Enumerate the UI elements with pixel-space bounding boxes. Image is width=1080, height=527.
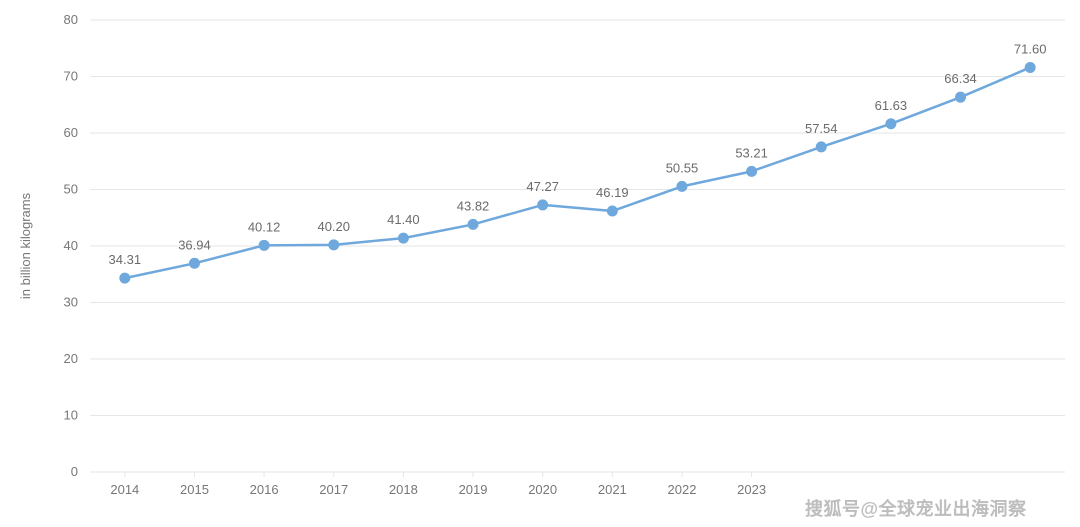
svg-text:57.54: 57.54 — [805, 121, 838, 136]
svg-text:20: 20 — [64, 351, 78, 366]
svg-text:61.63: 61.63 — [875, 98, 908, 113]
svg-text:71.60: 71.60 — [1014, 41, 1047, 56]
svg-text:47.27: 47.27 — [526, 179, 559, 194]
svg-text:80: 80 — [64, 12, 78, 27]
line-chart: 0 10 20 30 40 50 60 70 80 in billion kilograms 201… — [0, 0, 1080, 527]
svg-text:2014: 2014 — [110, 482, 139, 497]
svg-text:34.31: 34.31 — [109, 252, 142, 267]
svg-text:60: 60 — [64, 125, 78, 140]
chart-svg: 0 10 20 30 40 50 60 70 80 in billion kilograms 201… — [0, 0, 1080, 527]
svg-text:46.19: 46.19 — [596, 185, 629, 200]
svg-text:30: 30 — [64, 295, 78, 310]
svg-text:2019: 2019 — [459, 482, 488, 497]
svg-text:2018: 2018 — [389, 482, 418, 497]
svg-text:41.40: 41.40 — [387, 212, 420, 227]
svg-text:2017: 2017 — [319, 482, 348, 497]
svg-text:50.55: 50.55 — [666, 160, 699, 175]
svg-text:43.82: 43.82 — [457, 198, 490, 213]
svg-text:2021: 2021 — [598, 482, 627, 497]
svg-text:2020: 2020 — [528, 482, 557, 497]
svg-text:0: 0 — [71, 464, 78, 479]
svg-text:10: 10 — [64, 408, 78, 423]
svg-text:70: 70 — [64, 69, 78, 84]
svg-text:in billion kilograms: in billion kilograms — [18, 192, 33, 299]
svg-text:40.20: 40.20 — [317, 219, 350, 234]
svg-text:36.94: 36.94 — [178, 237, 211, 252]
svg-text:2023: 2023 — [737, 482, 766, 497]
svg-text:66.34: 66.34 — [944, 71, 977, 86]
svg-text:2016: 2016 — [250, 482, 279, 497]
svg-text:50: 50 — [64, 182, 78, 197]
svg-text:53.21: 53.21 — [735, 145, 768, 160]
svg-text:2015: 2015 — [180, 482, 209, 497]
svg-text:2022: 2022 — [668, 482, 697, 497]
svg-text:40.12: 40.12 — [248, 219, 281, 234]
svg-text:40: 40 — [64, 238, 78, 253]
